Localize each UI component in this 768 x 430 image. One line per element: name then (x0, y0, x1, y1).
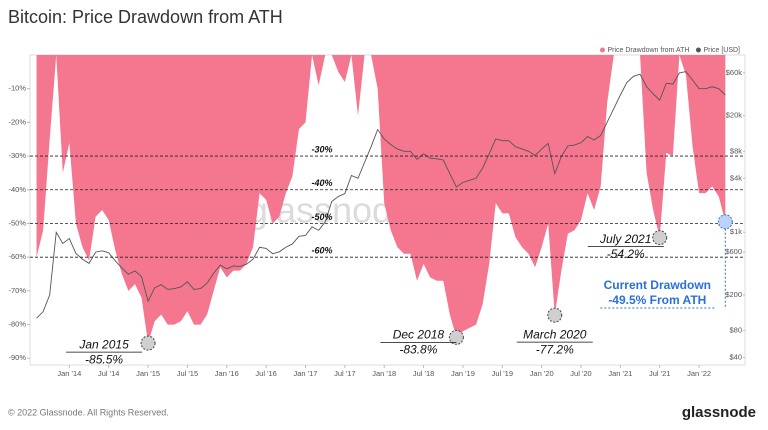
x-tick-label: Jan '14 (57, 369, 81, 378)
x-tick-label: Jan '21 (608, 369, 632, 378)
y2-tick-label: $600 (725, 247, 742, 256)
y-tick-label: -20% (8, 117, 26, 126)
annotation-label: -85.5% (85, 352, 123, 366)
y2-tick-label: $60k (726, 68, 743, 77)
y2-tick-label: $200 (725, 290, 742, 299)
x-tick-label: Jul '18 (413, 369, 434, 378)
annotation-marker (448, 329, 464, 345)
legend-label: Price [USD] (703, 47, 740, 54)
legend-swatch (599, 47, 605, 53)
annotation-marker (547, 307, 563, 323)
reference-label: -30% (311, 144, 332, 154)
x-tick-label: Jan '20 (530, 369, 554, 378)
legend-label: Price Drawdown from ATH (607, 47, 689, 54)
annotation-title: Current Drawdown (604, 278, 711, 292)
x-tick-label: Jan '18 (372, 369, 396, 378)
x-tick-label: Jul '15 (177, 369, 198, 378)
x-tick-label: Jan '15 (136, 369, 160, 378)
annotation-marker (717, 214, 733, 230)
annotation-label: -77.2% (536, 342, 574, 356)
annotation-label: -49.5% From ATH (608, 293, 706, 307)
annotation-title: Dec 2018 (393, 328, 445, 342)
y-tick-label: -60% (8, 252, 26, 261)
y-tick-label: -30% (8, 151, 26, 160)
y2-tick-label: $1k (730, 227, 742, 236)
annotation-marker (140, 335, 156, 351)
x-tick-label: Jul '14 (98, 369, 119, 378)
price-line (36, 71, 726, 319)
annotation-title: Jan 2015 (78, 337, 129, 351)
x-tick-label: Jul '17 (334, 369, 355, 378)
y2-tick-label: $40 (729, 352, 742, 361)
annotation-marker (652, 230, 668, 246)
x-tick-label: Jul '21 (649, 369, 670, 378)
y-tick-label: -70% (8, 286, 26, 295)
drawdown-area (36, 55, 726, 344)
x-tick-label: Jan '22 (687, 369, 711, 378)
annotation-title: March 2020 (523, 327, 587, 341)
y-tick-label: -50% (8, 218, 26, 227)
annotation-title: July 2021 (599, 232, 651, 246)
y-tick-label: -10% (8, 84, 26, 93)
y2-tick-label: $4k (730, 173, 742, 182)
x-tick-label: Jul '20 (570, 369, 591, 378)
reference-label: -60% (311, 246, 332, 256)
x-tick-label: Jan '19 (451, 369, 475, 378)
copyright: © 2022 Glassnode. All Rights Reserved. (8, 407, 169, 417)
x-tick-label: Jan '16 (215, 369, 239, 378)
brand: glassnode (682, 404, 756, 421)
y2-tick-label: $8k (730, 146, 742, 155)
y-tick-label: -90% (8, 353, 26, 362)
y2-tick-label: $80 (729, 326, 742, 335)
x-tick-label: Jul '19 (492, 369, 513, 378)
chart-title: Bitcoin: Price Drawdown from ATH (8, 7, 283, 27)
y-tick-label: -40% (8, 185, 26, 194)
x-tick-label: Jan '17 (294, 369, 318, 378)
y2-tick-label: $20k (726, 111, 743, 120)
legend-swatch (695, 47, 701, 53)
y-tick-label: -80% (8, 320, 26, 329)
annotation-label: -54.2% (607, 247, 645, 261)
annotation-label: -83.8% (399, 343, 437, 357)
x-tick-label: Jul '16 (255, 369, 276, 378)
reference-label: -40% (311, 178, 332, 188)
reference-label: -50% (311, 212, 332, 222)
